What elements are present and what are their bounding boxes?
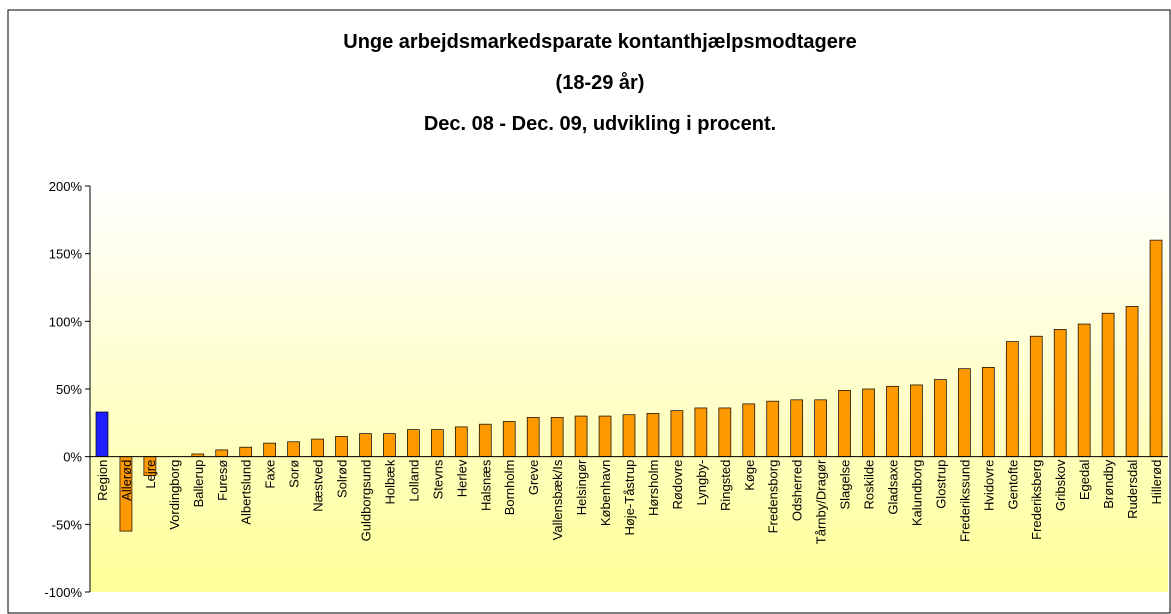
x-tick-label: Høje-Tåstrup xyxy=(622,460,637,536)
x-tick-label: Bornholm xyxy=(502,460,517,516)
bar xyxy=(574,415,588,458)
bar xyxy=(478,423,492,458)
bar xyxy=(502,421,516,458)
bar xyxy=(838,390,851,458)
x-tick-label: Guldborgsund xyxy=(358,460,373,542)
x-tick-label: Næstved xyxy=(311,460,326,512)
chart-title: Unge arbejdsmarkedsparate kontanthjælpsm… xyxy=(343,31,856,53)
x-tick-label: Frederikssund xyxy=(957,460,972,542)
bar xyxy=(526,417,540,458)
bar xyxy=(263,442,277,458)
bar xyxy=(335,436,348,458)
bar xyxy=(622,414,636,458)
y-tick-label: -100% xyxy=(44,585,82,600)
bar xyxy=(311,438,324,458)
bar xyxy=(670,410,684,458)
x-tick-label: Gribskov xyxy=(1053,459,1068,511)
bar xyxy=(742,403,756,458)
x-tick-label: Gentofte xyxy=(1005,460,1020,510)
bar xyxy=(1101,312,1115,458)
bar xyxy=(981,366,995,458)
x-tick-label: Rødovre xyxy=(670,460,685,510)
x-tick-label: Furesø xyxy=(215,460,230,501)
bar xyxy=(1053,329,1067,458)
chart-title: Dec. 08 - Dec. 09, udvikling i procent. xyxy=(424,113,776,135)
x-tick-label: Vordingborg xyxy=(167,460,182,530)
bar xyxy=(862,388,875,458)
x-tick-label: Lyngby- xyxy=(694,460,709,506)
bar xyxy=(1077,323,1091,458)
x-tick-label: Fredensborg xyxy=(766,460,781,534)
bar xyxy=(239,446,253,458)
x-tick-label: Region xyxy=(95,460,110,501)
bar xyxy=(934,379,947,458)
x-tick-label: Køge xyxy=(742,460,757,491)
bar xyxy=(814,399,827,458)
y-tick-label: 100% xyxy=(49,314,83,329)
bar xyxy=(646,413,660,458)
x-tick-label: Albertslund xyxy=(239,460,254,525)
bar xyxy=(766,400,780,458)
bar xyxy=(95,411,109,458)
bar xyxy=(287,441,300,458)
x-tick-label: Helsingør xyxy=(574,459,589,515)
x-tick-label: Tårnby/Dragør xyxy=(814,459,829,544)
x-tick-label: Greve xyxy=(526,460,541,495)
bar xyxy=(718,407,732,458)
y-tick-label: 150% xyxy=(49,247,83,262)
x-tick-label: Stevns xyxy=(430,459,445,499)
bar xyxy=(1029,335,1043,458)
x-tick-label: Brøndby xyxy=(1101,459,1116,509)
x-tick-label: Solrød xyxy=(335,460,350,498)
x-tick-label: København xyxy=(598,460,613,526)
y-tick-label: 200% xyxy=(49,179,83,194)
bar xyxy=(215,449,229,458)
x-tick-label: Roskilde xyxy=(862,460,877,510)
x-tick-label: Herlev xyxy=(454,459,469,497)
y-tick-label: -50% xyxy=(52,517,83,532)
bar xyxy=(407,429,420,458)
bar xyxy=(431,429,444,458)
bar xyxy=(886,385,899,458)
x-tick-label: Hørsholm xyxy=(646,460,661,516)
x-tick-label: Slagelse xyxy=(838,460,853,510)
bar xyxy=(910,384,923,458)
x-tick-label: Vallensbæk/Is xyxy=(550,459,565,540)
y-tick-label: 50% xyxy=(56,382,82,397)
x-tick-label: Gladsaxe xyxy=(886,460,901,515)
x-tick-label: Holbæk xyxy=(382,459,397,504)
bar xyxy=(1005,341,1019,458)
y-tick-label: 0% xyxy=(63,450,82,465)
x-tick-label: Faxe xyxy=(263,460,278,489)
x-tick-label: Lolland xyxy=(406,460,421,502)
x-tick-label: Ringsted xyxy=(718,460,733,511)
chart-title: (18-29 år) xyxy=(556,71,645,94)
bar xyxy=(550,417,564,458)
bar xyxy=(383,433,396,458)
bar xyxy=(958,368,971,458)
x-tick-label: Glostrup xyxy=(933,460,948,509)
x-tick-label: Hvidovre xyxy=(981,460,996,511)
bar xyxy=(454,426,468,458)
x-tick-label: Kalundborg xyxy=(909,460,924,526)
x-tick-label: Rudersdal xyxy=(1125,460,1140,519)
x-tick-label: Ballerup xyxy=(191,460,206,508)
bar xyxy=(694,407,708,458)
bar xyxy=(790,399,804,458)
x-tick-label: Frederiksberg xyxy=(1029,460,1044,540)
bar xyxy=(1149,239,1163,458)
bar xyxy=(598,415,612,458)
x-tick-label: Halsnæs xyxy=(478,459,493,511)
bar xyxy=(1125,306,1139,458)
x-tick-label: Egedal xyxy=(1077,460,1092,501)
x-tick-label: Odsherred xyxy=(790,460,805,521)
x-tick-label: Lejre xyxy=(143,460,158,489)
x-tick-label: Allerød xyxy=(119,460,134,501)
x-tick-label: Hillerød xyxy=(1149,460,1164,505)
x-tick-label: Sorø xyxy=(287,460,302,488)
bar xyxy=(359,433,372,458)
